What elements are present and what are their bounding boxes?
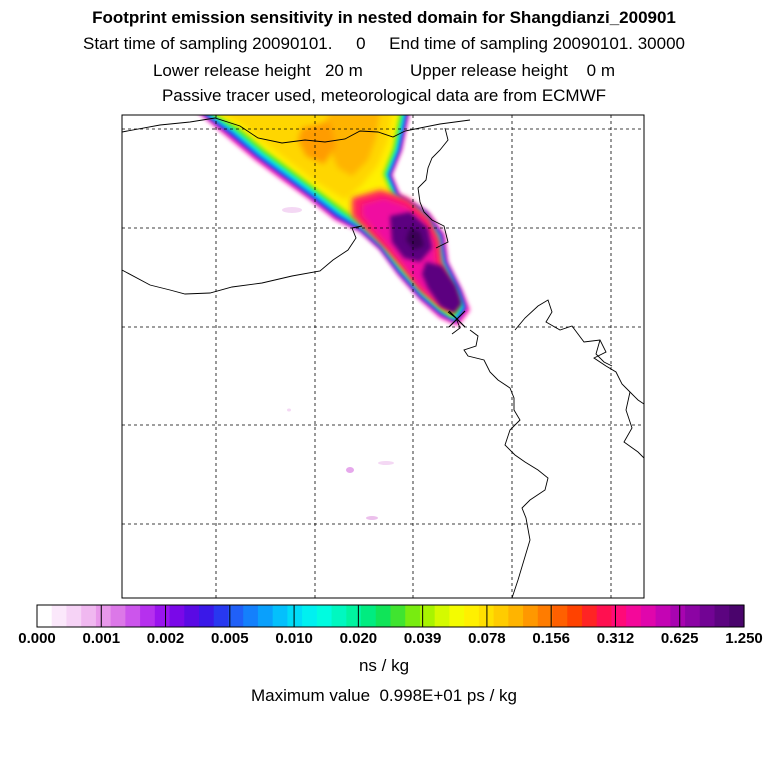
colorbar-cell	[729, 605, 745, 627]
colorbar-tick-label: 0.010	[275, 630, 313, 647]
grid-lines	[122, 115, 644, 598]
colorbar-tick-label: 0.625	[660, 630, 699, 647]
colorbar-cell	[537, 605, 554, 627]
faint-speck	[287, 408, 291, 412]
colorbar-cell	[125, 605, 141, 627]
colorbar-cell	[493, 605, 509, 627]
colorbar-cell	[596, 605, 613, 627]
faint-speck	[378, 461, 394, 465]
colorbar-cell	[449, 605, 465, 627]
colorbar-cell	[213, 605, 230, 627]
footprint-plume	[201, 115, 470, 520]
coastline	[447, 311, 461, 335]
colorbar-cell	[184, 605, 200, 627]
colorbar-cell	[154, 605, 171, 627]
release-height-line: Lower release height 20 m Upper release …	[152, 61, 616, 80]
colorbar-cell	[699, 605, 716, 627]
colorbar-cell	[257, 605, 274, 627]
coastline	[463, 329, 549, 598]
colorbar-cell	[346, 605, 362, 627]
plume-core-peak	[406, 228, 424, 250]
plume-fringe-cyan	[208, 115, 464, 320]
colorbar-cell	[51, 605, 68, 627]
colorbar-cell	[361, 605, 377, 627]
colorbar-tick-label: 0.005	[211, 630, 249, 647]
coastline	[595, 339, 613, 367]
colorbar-cell	[287, 605, 303, 627]
colorbar-cell	[66, 605, 82, 627]
colorbar-cell	[552, 605, 568, 627]
colorbar-cell	[655, 605, 671, 627]
colorbar-tick-label: 0.001	[82, 630, 121, 647]
colorbar-cell	[714, 605, 730, 627]
colorbar-tick-label: 0.020	[339, 630, 378, 647]
colorbar-cell	[640, 605, 657, 627]
colorbar-cell	[110, 605, 126, 627]
colorbar-cell	[434, 605, 451, 627]
colorbar-cell	[523, 605, 539, 627]
colorbar-cell	[243, 605, 259, 627]
colorbar-tick-label: 0.002	[146, 630, 185, 647]
map-frame	[121, 114, 645, 599]
colorbar-tick-label: 0.312	[596, 630, 635, 647]
colorbar-cell	[567, 605, 583, 627]
colorbar-tick-label: 0.000	[18, 630, 56, 647]
faint-speck	[346, 467, 354, 473]
colorbar-cell	[390, 605, 406, 627]
colorbar-cell	[169, 605, 185, 627]
colorbar-cell	[316, 605, 333, 627]
colorbar-cell	[95, 605, 112, 627]
border-line	[122, 225, 363, 295]
colorbar-cell	[81, 605, 97, 627]
colorbar-cell	[419, 605, 436, 627]
colorbar-tick-label: 0.156	[532, 630, 570, 647]
colorbar-cell	[611, 605, 627, 627]
colorbar-frame	[36, 604, 745, 628]
colorbar-tick-label: 0.078	[468, 630, 506, 647]
colorbar-cell	[199, 605, 215, 627]
tracer-info-line: Passive tracer used, meteorological data…	[161, 86, 607, 105]
colorbar-cells	[37, 605, 745, 627]
coastlines-borders	[122, 117, 644, 598]
colorbar-tick-label: 0.039	[403, 630, 442, 647]
release-site-marker	[448, 310, 466, 328]
colorbar-cell	[464, 605, 480, 627]
coastline	[514, 299, 644, 405]
border-line	[122, 117, 471, 144]
plume-orange-core	[322, 115, 380, 176]
faint-speck	[366, 516, 378, 520]
colorbar-tick-label: 1.250	[725, 630, 763, 647]
coastline	[417, 127, 449, 249]
colorbar-cell	[626, 605, 642, 627]
sampling-time-line: Start time of sampling 20090101. 0 End t…	[83, 34, 685, 53]
plume-core-lower	[422, 262, 462, 314]
colorbar-units: ns / kg	[358, 656, 410, 675]
coastline	[623, 391, 644, 459]
colorbar-separators	[100, 605, 681, 627]
colorbar-cell	[272, 605, 288, 627]
colorbar-cell	[508, 605, 524, 627]
plot-title: Footprint emission sensitivity in nested…	[92, 8, 676, 27]
colorbar-cell	[140, 605, 156, 627]
maximum-value-text: Maximum value 0.998E+01 ps / kg	[251, 686, 517, 705]
colorbar-cell	[37, 605, 53, 627]
colorbar-cell	[331, 605, 347, 627]
colorbar-cell	[375, 605, 392, 627]
colorbar-cell	[405, 605, 421, 627]
colorbar-cell	[302, 605, 318, 627]
faint-speck	[282, 207, 302, 213]
colorbar-cell	[670, 605, 686, 627]
colorbar-cell	[581, 605, 598, 627]
plume-orange-spot	[298, 122, 336, 164]
colorbar-cell	[685, 605, 701, 627]
colorbar-cell	[228, 605, 244, 627]
